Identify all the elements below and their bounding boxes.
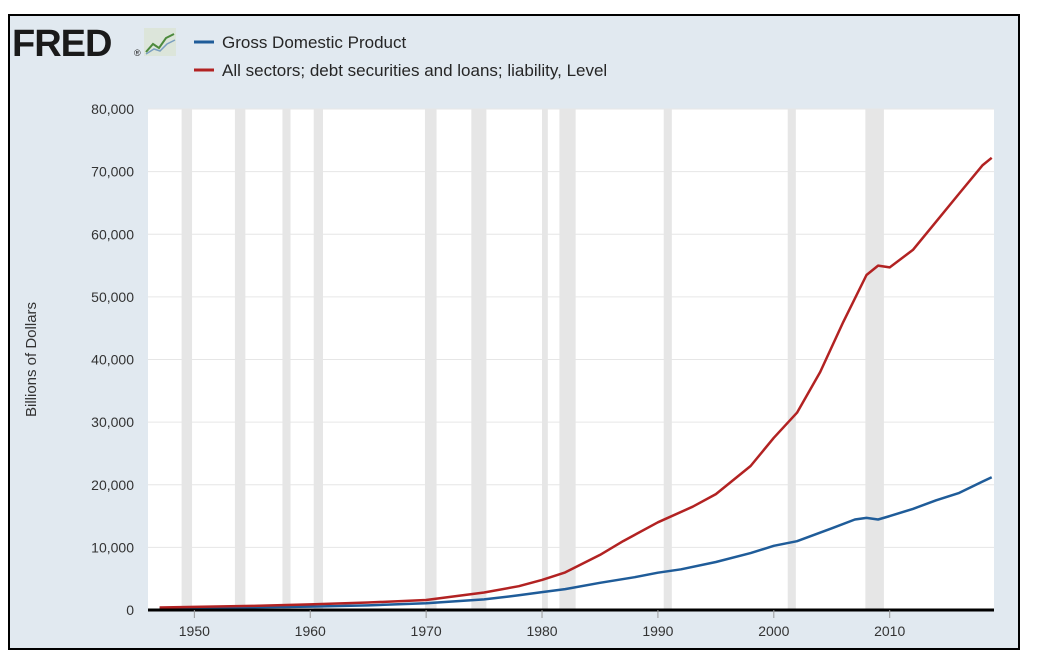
y-tick-label: 20,000: [91, 477, 134, 493]
fred-chart: FRED ® Gross Domestic Product All sector…: [12, 23, 994, 639]
legend-label-gdp: Gross Domestic Product: [222, 33, 406, 52]
fred-logo-text: FRED: [12, 23, 111, 65]
fred-logo: FRED ®: [12, 23, 176, 65]
series-line-gdp: [159, 476, 993, 610]
y-tick-label: 10,000: [91, 539, 134, 555]
legend-label-debt: All sectors; debt securities and loans; …: [222, 61, 607, 80]
line-graph-icon: [144, 28, 176, 56]
y-tick-label: 80,000: [91, 101, 134, 117]
y-tick-label: 40,000: [91, 352, 134, 368]
y-tick-label: 50,000: [91, 289, 134, 305]
x-tick-label: 1970: [411, 623, 442, 639]
chart-frame: FRED ® Gross Domestic Product All sector…: [8, 14, 1020, 650]
x-axis-ticks: 1950 1960 1970 1980 1990 2000 2010: [179, 610, 905, 639]
y-tick-label: 30,000: [91, 414, 134, 430]
x-tick-label: 1960: [295, 623, 326, 639]
legend: Gross Domestic Product All sectors; debt…: [194, 33, 607, 80]
data-series: [159, 156, 993, 610]
y-axis-ticks: 0 10,000 20,000 30,000 40,000 50,000 60,000 70,…: [91, 101, 134, 618]
x-tick-label: 1990: [642, 623, 673, 639]
x-tick-label: 1980: [526, 623, 557, 639]
registered-mark: ®: [134, 48, 141, 58]
y-tick-label: 60,000: [91, 226, 134, 242]
gridlines: [148, 108, 994, 548]
x-tick-label: 2000: [758, 623, 789, 639]
y-tick-label: 0: [126, 602, 134, 618]
x-tick-label: 2010: [874, 623, 905, 639]
y-axis-label: Billions of Dollars: [23, 302, 40, 417]
x-tick-label: 1950: [179, 623, 210, 639]
y-tick-label: 70,000: [91, 164, 134, 180]
series-line-debt: [159, 156, 993, 609]
